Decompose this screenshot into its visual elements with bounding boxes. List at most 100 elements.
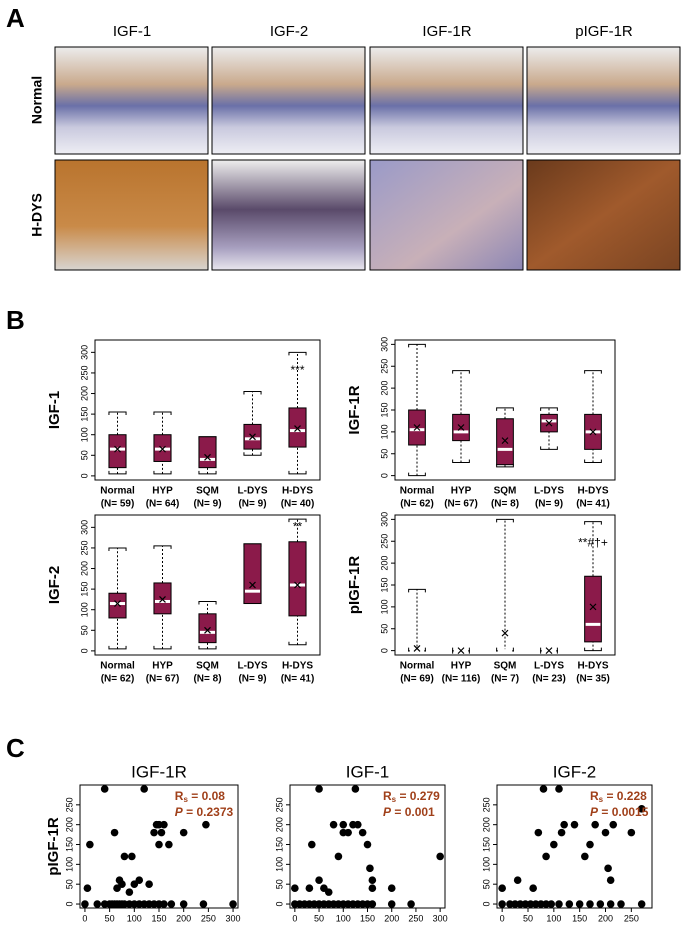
whisker-cap	[198, 600, 217, 605]
stat-r-subscript: s	[599, 795, 604, 804]
point	[160, 900, 168, 908]
y-tick-label: 100	[79, 602, 89, 617]
y-axis-label: IGF-2	[46, 566, 63, 604]
whisker-cap	[408, 588, 426, 593]
stat-r-symbol: R	[590, 789, 599, 803]
panel-label: C	[6, 733, 25, 763]
point	[366, 864, 374, 873]
point	[534, 828, 543, 837]
point	[351, 785, 360, 793]
box	[153, 582, 172, 615]
x-tick-label: L-DYS	[238, 486, 268, 497]
y-tick-label: 0	[79, 648, 89, 653]
point	[586, 900, 594, 908]
n-label: (N= 41)	[281, 674, 315, 685]
panel-a: A IGF-1 IGF-2 IGF-1R pIGF-1R Normal H-DY…	[6, 3, 681, 271]
x-tick-label: 200	[598, 913, 613, 923]
plot-frame	[94, 339, 321, 481]
whisker-cap	[496, 518, 514, 523]
stat-p-symbol: P	[175, 805, 184, 819]
point	[539, 785, 548, 793]
stat-p: P = 0.0015	[590, 805, 649, 819]
point	[407, 900, 415, 908]
mean-marker	[114, 445, 121, 453]
stat-r-value: = 0.08	[188, 789, 225, 803]
y-tick-label: 150	[481, 837, 491, 852]
point	[339, 820, 348, 829]
stat-p-symbol: P	[383, 805, 392, 819]
point	[581, 852, 589, 861]
whisker-cap	[452, 370, 470, 374]
y-tick-label: 200	[481, 817, 491, 832]
whisker-cap	[496, 407, 514, 411]
x-tick-label: Normal	[100, 661, 135, 672]
point	[627, 828, 636, 837]
y-tick-label: 150	[379, 402, 389, 417]
point	[167, 900, 176, 908]
whisker-cap	[584, 370, 602, 374]
point	[363, 840, 372, 849]
y-tick-label: 150	[79, 582, 89, 597]
stat-p-value: = 0.2373	[183, 805, 234, 819]
y-tick-label: 250	[79, 540, 89, 555]
point	[110, 828, 119, 837]
x-tick-label: 150	[360, 913, 375, 923]
micrograph	[526, 46, 681, 155]
point	[542, 852, 550, 861]
x-tick-label: 200	[176, 913, 191, 923]
y-tick-label: 50	[79, 450, 89, 460]
point	[202, 820, 210, 829]
point	[86, 840, 94, 849]
n-label: (N= 40)	[281, 499, 315, 510]
point	[555, 900, 563, 908]
point	[436, 852, 444, 861]
y-tick-label: 50	[379, 449, 389, 459]
row-header: Normal	[29, 76, 45, 124]
y-tick-label: 0	[64, 902, 74, 907]
point	[560, 820, 568, 829]
point	[358, 828, 367, 837]
point	[387, 884, 396, 892]
plot-frame	[94, 514, 321, 656]
y-tick-label: 250	[379, 359, 389, 374]
point	[157, 828, 166, 837]
point	[93, 900, 102, 908]
point	[81, 900, 89, 908]
mean-marker	[457, 424, 465, 431]
y-tick-label: 0	[79, 473, 89, 478]
n-label: (N= 59)	[101, 499, 135, 510]
point	[179, 900, 188, 908]
micrograph	[369, 46, 524, 155]
point	[145, 880, 153, 888]
x-tick-label: HYP	[451, 661, 472, 672]
y-tick-label: 0	[274, 902, 284, 907]
point	[637, 805, 646, 813]
whisker-cap	[540, 446, 558, 450]
whisker-cap	[108, 547, 127, 551]
point	[334, 852, 343, 861]
stat-p-value: = 0.0015	[598, 805, 649, 819]
y-tick-label: 250	[274, 797, 284, 812]
box	[243, 543, 262, 605]
point	[586, 840, 594, 849]
whisker-cap	[108, 411, 127, 416]
micrograph	[54, 159, 209, 271]
whisker-cap	[540, 407, 558, 411]
box	[584, 575, 602, 643]
plot-frame	[496, 784, 653, 909]
whisker-cap	[408, 472, 426, 477]
y-tick-label: 250	[481, 797, 491, 812]
x-tick-label: L-DYS	[534, 486, 564, 497]
point	[344, 828, 352, 837]
x-tick-label: 150	[151, 913, 166, 923]
whisker-cap	[198, 645, 217, 650]
mean-marker	[457, 647, 465, 655]
n-label: (N= 9)	[238, 674, 266, 685]
n-label: (N= 9)	[238, 499, 266, 510]
box	[108, 434, 127, 469]
n-label: (N= 69)	[400, 674, 434, 685]
point	[150, 828, 158, 837]
y-tick-label: 100	[79, 427, 89, 442]
x-tick-label: HYP	[451, 486, 472, 497]
